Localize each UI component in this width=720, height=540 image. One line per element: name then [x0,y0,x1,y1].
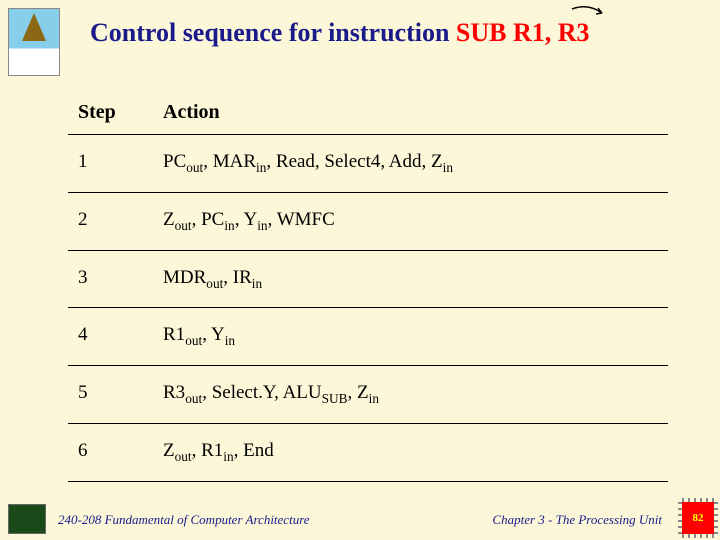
step-cell: 2 [68,192,153,250]
university-logo [8,8,60,76]
action-cell: R1out, Yin [153,308,668,366]
action-cell: R3out, Select.Y, ALUSUB, Zin [153,366,668,424]
step-cell: 1 [68,135,153,193]
step-cell: 5 [68,366,153,424]
table-row: 4R1out, Yin [68,308,668,366]
title-instruction: SUB R1, R3 [456,18,590,47]
action-cell: Zout, R1in, End [153,423,668,481]
department-logo [8,504,46,534]
footer-course: 240-208 Fundamental of Computer Architec… [58,512,310,528]
action-cell: Zout, PCin, Yin, WMFC [153,192,668,250]
step-cell: 3 [68,250,153,308]
table-row: 1PCout, MARin, Read, Select4, Add, Zin [68,135,668,193]
table-header-row: Step Action [68,95,668,135]
table-row: 3MDRout, IRin [68,250,668,308]
table-row: 6Zout, R1in, End [68,423,668,481]
table-row: 5R3out, Select.Y, ALUSUB, Zin [68,366,668,424]
step-cell: 4 [68,308,153,366]
slide-title: Control sequence for instruction SUB R1,… [90,18,590,48]
action-cell: MDRout, IRin [153,250,668,308]
step-cell: 6 [68,423,153,481]
title-prefix: Control sequence for instruction [90,18,456,47]
footer-chapter: Chapter 3 - The Processing Unit [492,512,662,528]
header-action: Action [153,95,668,135]
action-cell: PCout, MARin, Read, Select4, Add, Zin [153,135,668,193]
page-number-chip: 82 [682,502,714,534]
table-row: 2Zout, PCin, Yin, WMFC [68,192,668,250]
control-sequence-table: Step Action 1PCout, MARin, Read, Select4… [68,95,668,482]
page-number: 82 [693,512,704,524]
header-step: Step [68,95,153,135]
